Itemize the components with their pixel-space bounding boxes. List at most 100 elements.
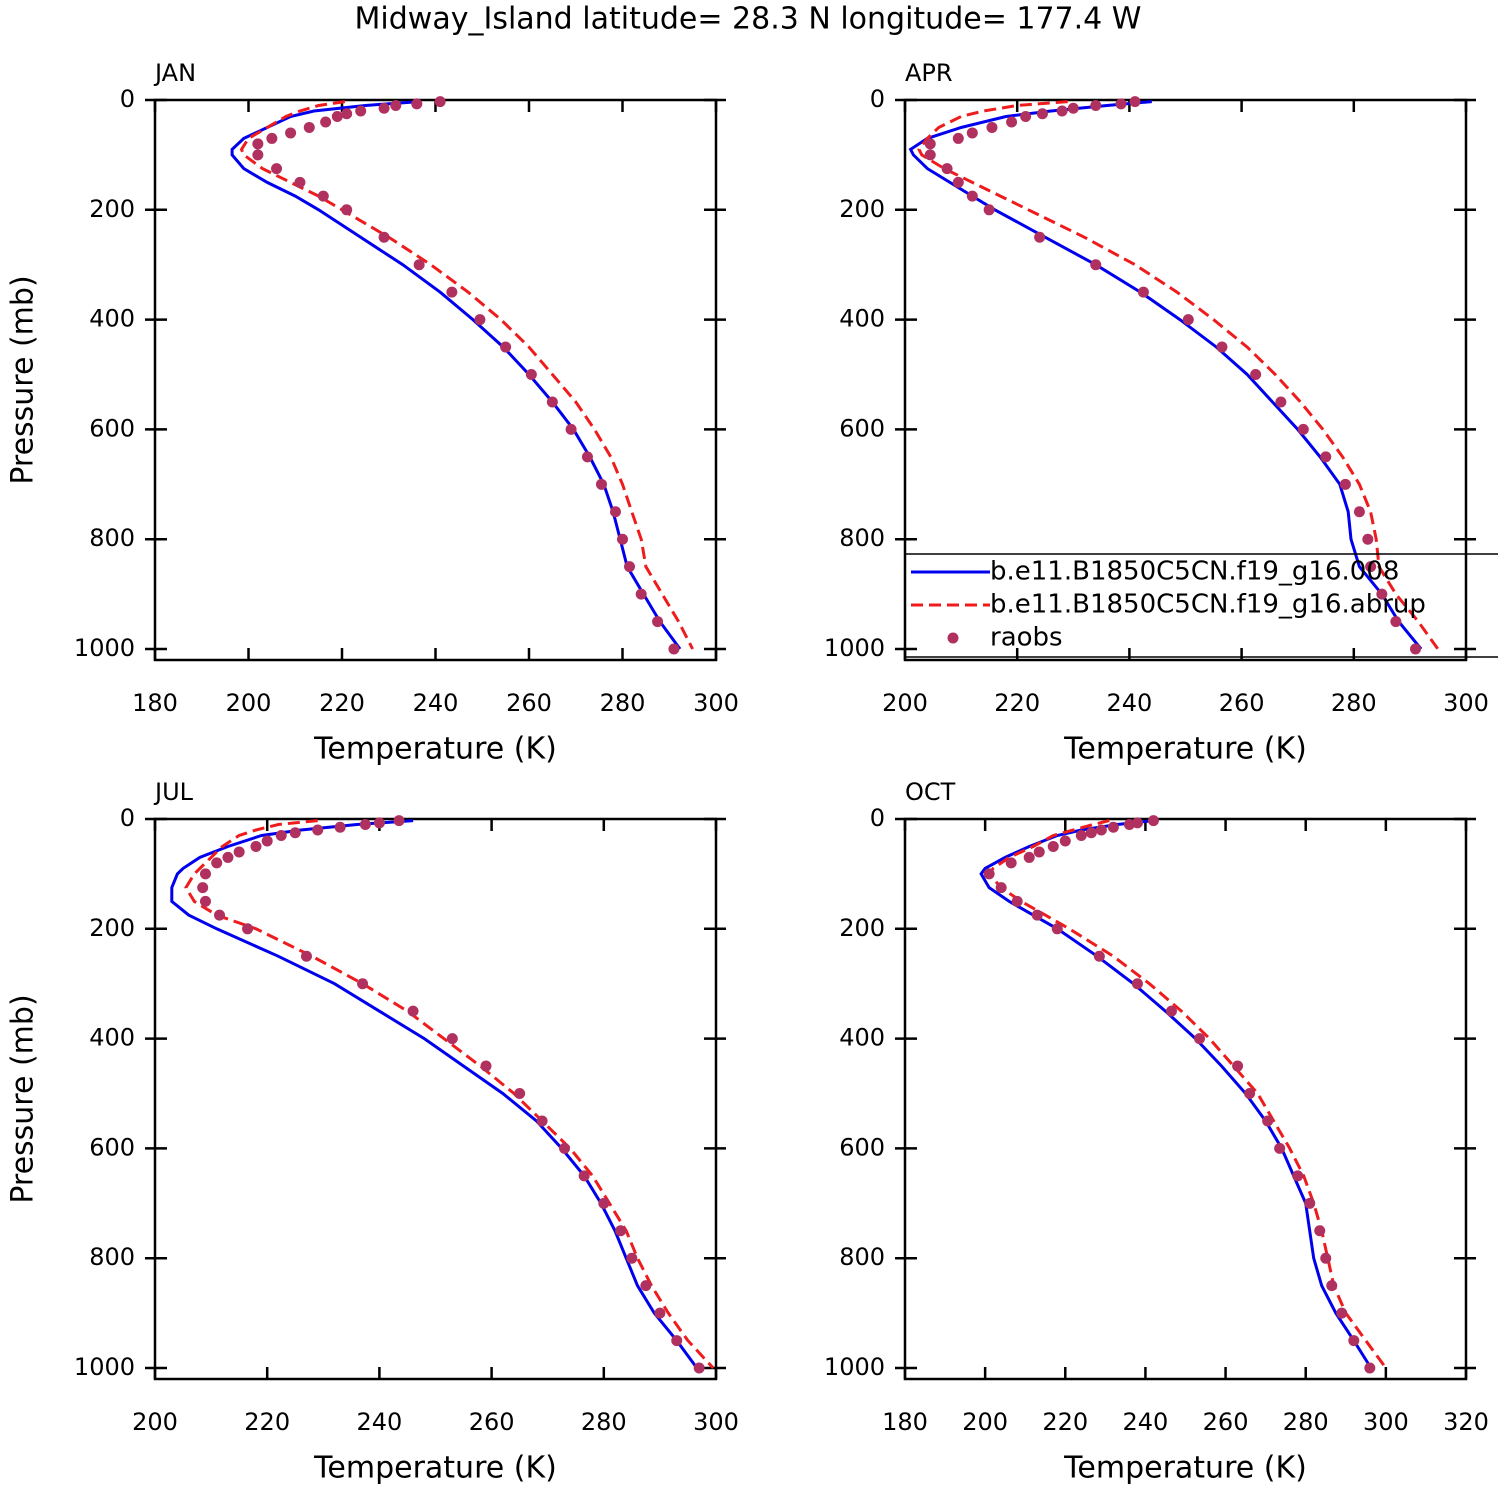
x-tick-label: 240	[356, 1408, 402, 1436]
y-tick-label: 200	[89, 195, 135, 223]
raob-point	[514, 1088, 526, 1100]
raob-point	[995, 882, 1007, 894]
raob-point	[635, 588, 647, 600]
raob-point	[1314, 1225, 1326, 1237]
raob-point	[378, 231, 390, 243]
profile-line	[170, 819, 699, 1369]
x-tick-label: 200	[882, 689, 928, 717]
raob-point	[434, 96, 446, 108]
raob-point	[303, 121, 315, 133]
raob-point	[654, 1307, 666, 1319]
y-tick-label: 800	[839, 524, 885, 552]
raob-point	[480, 1060, 492, 1072]
raob-point	[1274, 1142, 1286, 1154]
raob-point	[598, 1197, 610, 1209]
raob-point	[609, 506, 621, 518]
raob-point	[1090, 259, 1102, 271]
raob-point	[1336, 1307, 1348, 1319]
raob-point	[693, 1362, 705, 1374]
raob-point	[1244, 1088, 1256, 1100]
raob-point	[578, 1170, 590, 1182]
y-tick-label: 400	[839, 1024, 885, 1052]
profile-line	[979, 819, 1373, 1369]
raob-point	[393, 815, 405, 827]
y-tick-label: 0	[870, 85, 885, 113]
y-axis-label: Pressure (mb)	[6, 275, 41, 484]
raob-point	[986, 121, 998, 133]
raob-point	[222, 851, 234, 863]
y-tick-label: 600	[89, 414, 135, 442]
raob-point	[1023, 851, 1035, 863]
raob-point	[626, 1252, 638, 1264]
raob-point	[446, 1033, 458, 1045]
y-tick-label: 600	[839, 1133, 885, 1161]
raob-point	[261, 835, 273, 847]
plot-frame	[153, 817, 718, 1381]
raob-point	[250, 840, 262, 852]
x-tick-label: 220	[994, 689, 1040, 717]
raob-point	[320, 116, 332, 128]
raob-point	[1250, 369, 1262, 381]
raob-point	[652, 616, 664, 628]
raob-point	[275, 829, 287, 841]
raob-point	[546, 396, 558, 408]
x-tick-label: 200	[226, 689, 272, 717]
raob-point	[1090, 99, 1102, 111]
raob-point	[1034, 231, 1046, 243]
legend-label: b.e11.B1850C5CN.f19_g16.abrup	[990, 590, 1426, 620]
y-tick-label: 200	[839, 195, 885, 223]
raob-point	[1033, 846, 1045, 858]
raob-point	[924, 138, 936, 150]
raob-point	[1320, 451, 1332, 463]
y-tick-label: 600	[839, 414, 885, 442]
raob-point	[671, 1335, 683, 1347]
raob-point	[233, 846, 245, 858]
profile-line	[908, 100, 1423, 650]
raob-point	[1123, 818, 1135, 830]
raob-point	[1047, 840, 1059, 852]
raob-point	[413, 259, 425, 271]
raob-point	[1067, 102, 1079, 114]
raob-point	[294, 176, 306, 188]
x-tick-label: 280	[1283, 1408, 1329, 1436]
profile-line	[917, 100, 1440, 650]
raob-point	[300, 950, 312, 962]
y-tick-label: 0	[120, 804, 135, 832]
raob-point	[966, 190, 978, 202]
raob-point	[197, 882, 209, 894]
legend-symbol	[947, 632, 959, 644]
raob-point	[1056, 105, 1068, 117]
y-tick-label: 200	[839, 914, 885, 942]
raob-point	[199, 868, 211, 880]
raob-point	[1085, 827, 1097, 839]
raob-point	[211, 857, 223, 869]
raob-point	[331, 110, 343, 122]
x-axis-label: Temperature (K)	[313, 732, 557, 767]
raob-point	[536, 1115, 548, 1127]
x-tick-label: 260	[469, 1408, 515, 1436]
raob-point	[1147, 815, 1159, 827]
raob-point	[1059, 835, 1071, 847]
raob-point	[1051, 923, 1063, 935]
raob-point	[285, 127, 297, 139]
plot-frame	[903, 98, 1468, 662]
raob-point	[355, 105, 367, 117]
y-axis-label: Pressure (mb)	[6, 994, 41, 1203]
raob-point	[1115, 98, 1127, 110]
raob-point	[1182, 314, 1194, 326]
raob-point	[1297, 423, 1309, 435]
raob-point	[952, 132, 964, 144]
raob-point	[1390, 616, 1402, 628]
raob-point	[1320, 1252, 1332, 1264]
raob-point	[640, 1280, 652, 1292]
raob-point	[317, 190, 329, 202]
raob-point	[334, 821, 346, 833]
raob-point	[1348, 1335, 1360, 1347]
raob-point	[1216, 341, 1228, 353]
raob-point	[924, 149, 936, 161]
y-tick-label: 800	[839, 1243, 885, 1271]
x-tick-label: 220	[319, 689, 365, 717]
raob-point	[1194, 1033, 1206, 1045]
y-tick-label: 400	[839, 305, 885, 333]
